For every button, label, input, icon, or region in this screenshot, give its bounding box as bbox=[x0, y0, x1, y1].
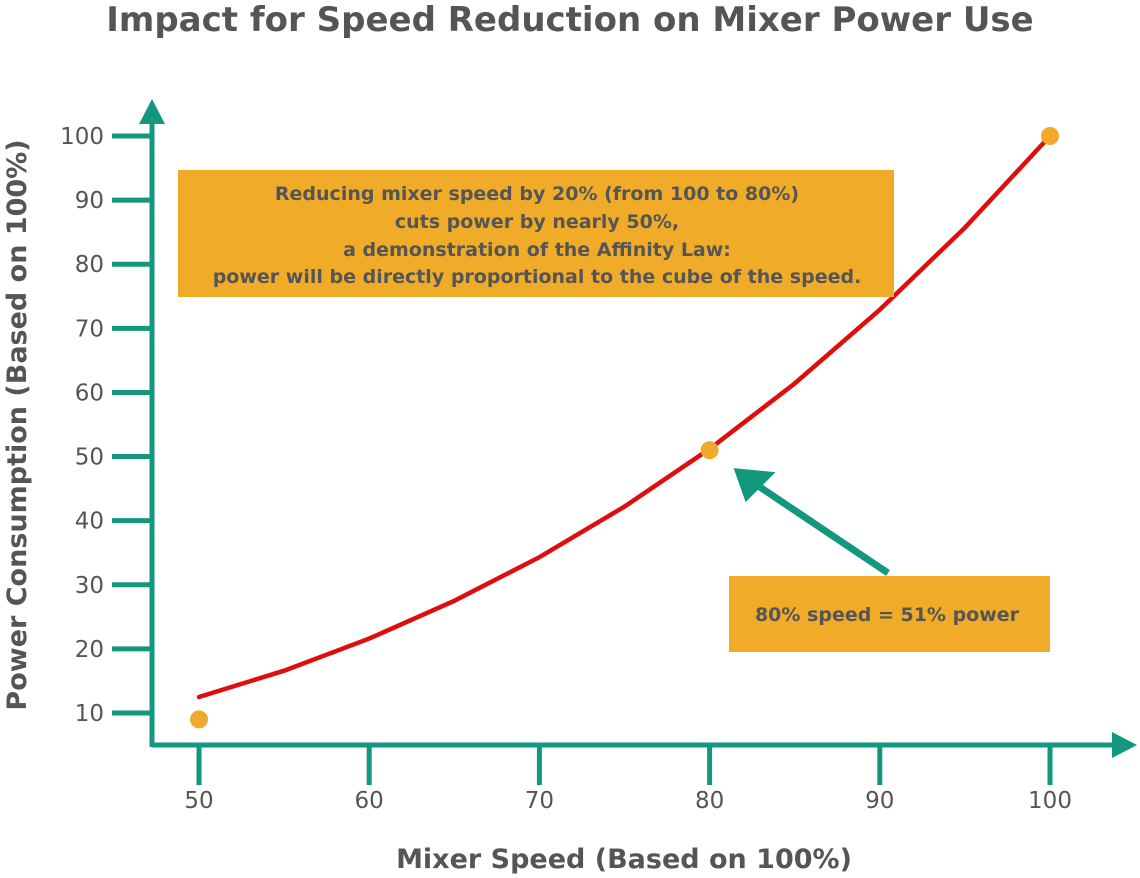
data-markers bbox=[190, 127, 1059, 729]
y-tick-label: 60 bbox=[75, 380, 104, 406]
callout: 80% speed = 51% power bbox=[729, 576, 1050, 652]
y-tick-label: 90 bbox=[75, 188, 104, 214]
data-point-marker bbox=[190, 710, 208, 729]
y-tick-label: 100 bbox=[60, 124, 104, 150]
x-tick-label: 80 bbox=[695, 788, 724, 814]
callout-arrow-head bbox=[733, 468, 776, 503]
x-tick-label: 50 bbox=[184, 788, 213, 814]
callout-arrow-shaft bbox=[753, 481, 890, 576]
x-tick-label: 60 bbox=[355, 788, 384, 814]
y-tick-label: 10 bbox=[75, 701, 104, 727]
callout-background bbox=[729, 576, 1050, 652]
data-point-marker bbox=[1041, 127, 1059, 145]
x-axis-title: Mixer Speed (Based on 100%) bbox=[396, 844, 852, 875]
x-axis-ticks: 50 60 70 80 90 100 bbox=[184, 745, 1072, 814]
affinity-law-note-line: cuts power by nearly 50%, bbox=[395, 211, 679, 233]
y-tick-label: 20 bbox=[75, 637, 104, 663]
y-axis-title: Power Consumption (Based on 100%) bbox=[2, 139, 33, 710]
chart-title: Impact for Speed Reduction on Mixer Powe… bbox=[106, 0, 1034, 40]
affinity-law-note-background bbox=[178, 170, 894, 297]
affinity-law-note-line: a demonstration of the Affinity Law: bbox=[343, 239, 731, 261]
affinity-law-note-line: power will be directly proportional to t… bbox=[213, 266, 862, 288]
callout-text: 80% speed = 51% power bbox=[755, 604, 1020, 626]
x-tick-label: 90 bbox=[865, 788, 894, 814]
affinity-law-note: Reducing mixer speed by 20% (from 100 to… bbox=[178, 170, 894, 297]
y-axis-arrowhead bbox=[139, 99, 165, 124]
axes bbox=[139, 99, 1137, 758]
y-tick-label: 70 bbox=[75, 316, 104, 342]
power-curve bbox=[196, 133, 1053, 700]
data-point-marker bbox=[700, 441, 719, 460]
x-tick-label: 70 bbox=[525, 788, 554, 814]
y-tick-label: 40 bbox=[75, 509, 104, 535]
callout-arrow bbox=[733, 468, 890, 576]
affinity-law-note-line: Reducing mixer speed by 20% (from 100 to… bbox=[275, 183, 799, 205]
x-tick-label: 100 bbox=[1028, 788, 1072, 814]
y-axis-ticks: 10 20 30 40 50 60 70 80 90 100 bbox=[60, 124, 152, 727]
y-tick-label: 80 bbox=[75, 252, 104, 278]
y-tick-label: 50 bbox=[75, 445, 104, 471]
y-tick-label: 30 bbox=[75, 573, 104, 599]
x-axis-arrowhead bbox=[1112, 732, 1137, 758]
